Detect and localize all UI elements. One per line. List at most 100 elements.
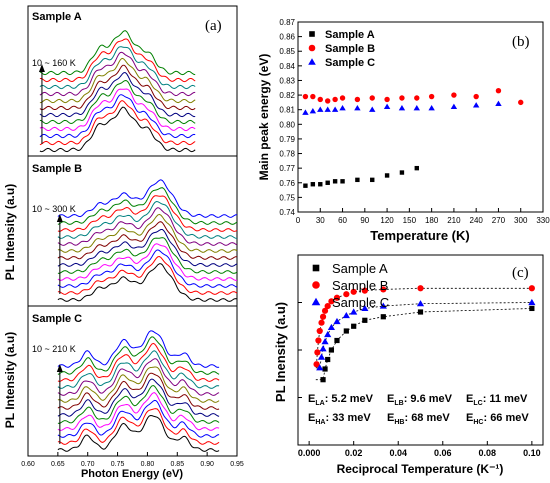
panel-a-ylabel-bottom: PL Intensity (a.u)	[3, 332, 17, 428]
data-point	[328, 347, 335, 353]
spectrum-curve	[57, 378, 220, 417]
data-point	[529, 305, 535, 312]
legend-label: Sample C	[325, 57, 375, 69]
data-point	[331, 106, 339, 112]
data-point	[315, 337, 322, 344]
data-point	[321, 307, 329, 314]
data-point	[310, 93, 316, 100]
spectrum-curve	[57, 200, 238, 239]
data-point	[309, 107, 317, 114]
activation-energy-label: EHA: 33 meV	[308, 412, 371, 426]
x-tick-label: 0.85	[170, 461, 184, 468]
panel-a-x-ticks: 0.60 0.65 0.70 0.75 0.80 0.85 0.90 0.95	[21, 452, 244, 468]
spectrum-curve	[39, 106, 196, 153]
data-point	[450, 103, 458, 109]
y-tick-label: 0.85	[279, 47, 295, 56]
x-tick-label: 0.65	[51, 461, 65, 468]
y-tick-label: 0.87	[279, 18, 295, 27]
data-point	[369, 95, 375, 101]
data-point	[324, 98, 331, 104]
y-tick-label: 0.77	[279, 164, 295, 173]
y-tick-label: 0.78	[279, 150, 295, 159]
data-point	[314, 349, 321, 356]
spectrum-curve	[39, 94, 196, 139]
panel-c-ylabel: PL Inensity (a.u)	[273, 302, 288, 402]
data-point	[417, 285, 424, 292]
x-tick-label: 0.10	[523, 448, 541, 458]
data-point	[333, 317, 341, 325]
data-point	[324, 302, 331, 310]
data-point	[325, 180, 330, 185]
data-point	[332, 179, 338, 184]
panel-c-legend: Sample A Sample B Sample C	[311, 261, 389, 310]
data-point	[320, 377, 326, 383]
x-tick-label: 0.80	[141, 461, 155, 468]
spectrum-curve	[39, 38, 196, 83]
spectrum-curve	[57, 384, 220, 424]
legend-marker	[309, 31, 315, 37]
panel-b-letter: (b)	[512, 34, 530, 50]
x-tick-label: 0.08	[479, 448, 497, 458]
spectrum-curve	[57, 366, 220, 403]
panel-a-ylabel-top: PL Intensity (a.u)	[3, 184, 17, 280]
activation-energy-subscript: HC	[473, 419, 483, 426]
data-point	[414, 165, 419, 171]
x-tick-label: 0.90	[200, 461, 214, 468]
activation-energy-label: ELC: 11 meV	[466, 393, 528, 407]
data-point	[325, 356, 331, 363]
panel-a-xlabel: Photon Energy (eV)	[81, 468, 183, 480]
panel-a: (a) Sample A Sample B Sample C 10 ~ 160 …	[3, 5, 244, 480]
panel-a-arrows	[38, 64, 63, 444]
spectrum-curve	[39, 46, 196, 90]
data-point	[451, 92, 457, 98]
activation-energy-value: : 68 meV	[404, 412, 450, 424]
data-point	[398, 105, 406, 111]
data-point	[384, 173, 390, 178]
spectrum-curve	[39, 57, 196, 104]
x-tick-label: 90	[360, 216, 369, 225]
spectrum-curve	[57, 221, 237, 260]
data-point	[327, 323, 336, 331]
activation-energy-label: ELB: 9.6 meV	[387, 393, 453, 407]
x-tick-label: 150	[403, 216, 417, 225]
data-point	[528, 298, 536, 306]
data-point	[318, 182, 323, 187]
data-point	[417, 309, 424, 315]
spectrum-curve	[39, 64, 196, 111]
spectrum-curve	[57, 358, 220, 396]
data-point	[495, 87, 502, 94]
spectrum-curve	[57, 372, 220, 410]
x-tick-label: 0.70	[81, 461, 95, 468]
x-tick-label: 300	[514, 216, 528, 225]
data-point	[317, 96, 323, 103]
data-point	[473, 93, 479, 100]
activation-energy-value: : 11 meV	[483, 393, 528, 405]
spectrum-curve	[39, 30, 196, 76]
activation-energy-label: EHC: 66 meV	[466, 412, 529, 426]
y-tick-label: 0.80	[279, 120, 295, 129]
panel-c-ticks: 0.000 0.02 0.04 0.06 0.08 0.10	[298, 302, 541, 458]
data-point	[319, 313, 327, 320]
data-point	[332, 96, 338, 103]
x-tick-label: 330	[536, 216, 550, 225]
data-point	[495, 100, 502, 107]
panel-b-frame	[297, 21, 544, 213]
legend-marker	[312, 264, 320, 272]
data-point	[316, 327, 323, 335]
activation-energy-value: : 5.2 meV	[325, 393, 374, 405]
data-point	[472, 102, 480, 108]
fit-line	[315, 302, 532, 369]
data-point	[303, 183, 308, 188]
panel-b-xlabel: Temperature (K)	[370, 228, 469, 243]
spectrum-curve	[39, 72, 196, 118]
x-tick-label: 0.95	[230, 461, 244, 468]
data-point	[428, 105, 435, 111]
legend-marker	[308, 58, 316, 65]
x-tick-label: 0.75	[111, 461, 125, 468]
legend-label: Sample B	[332, 278, 388, 293]
data-point	[380, 314, 386, 320]
panel-c-points	[313, 285, 536, 383]
y-tick-label: 0.82	[279, 91, 295, 100]
data-point	[383, 103, 391, 109]
spectrum-curve	[57, 249, 238, 288]
